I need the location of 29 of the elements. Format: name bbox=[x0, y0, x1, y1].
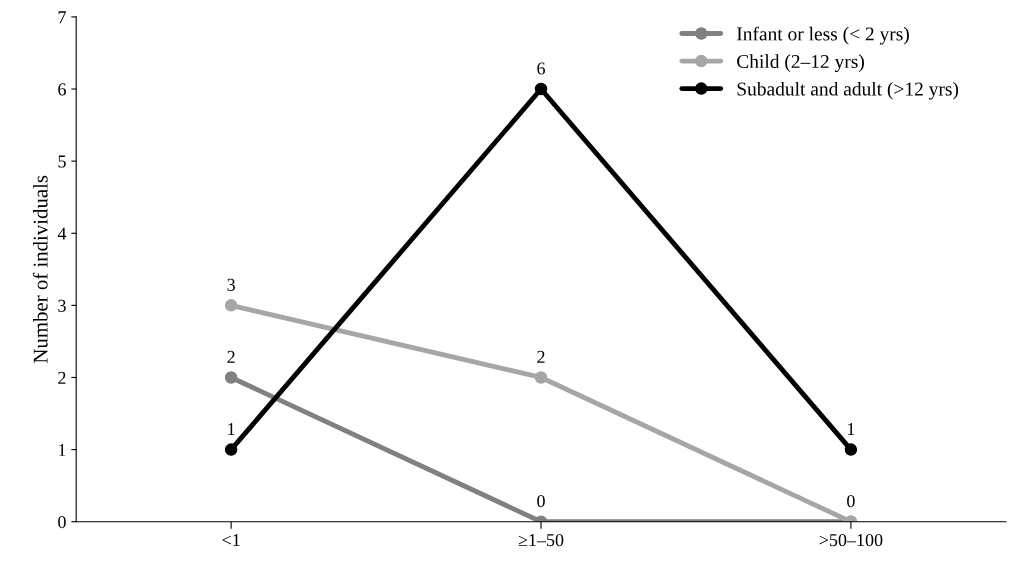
legend-label: Infant or less (< 2 yrs) bbox=[736, 26, 909, 45]
point bbox=[224, 371, 238, 384]
point bbox=[844, 443, 858, 456]
data-label: 6 bbox=[537, 62, 545, 75]
y-tick-label: 6 bbox=[58, 83, 66, 96]
point bbox=[534, 82, 548, 96]
y-axis-title: Number of individuals bbox=[32, 175, 48, 364]
data-label: 0 bbox=[537, 495, 545, 508]
y-tick-label: 0 bbox=[58, 515, 66, 529]
x-tick-label: <1 bbox=[222, 534, 240, 547]
y-tick-label: 3 bbox=[58, 299, 66, 312]
data-label: 0 bbox=[847, 495, 855, 508]
y-tick-label: 7 bbox=[58, 11, 66, 24]
point bbox=[534, 371, 548, 384]
data-label: 1 bbox=[847, 423, 855, 435]
data-label: 3 bbox=[227, 278, 235, 291]
point bbox=[224, 443, 238, 456]
y-tick-label: 4 bbox=[57, 227, 67, 240]
point bbox=[224, 299, 238, 312]
y-tick-label: 5 bbox=[58, 155, 66, 168]
data-label: 2 bbox=[537, 350, 545, 363]
data-label: 1 bbox=[228, 423, 235, 435]
legend-label: Child (2–12 yrs) bbox=[737, 54, 864, 73]
y-tick-label: 2 bbox=[58, 371, 66, 384]
data-label: 2 bbox=[227, 350, 235, 363]
x-tick-label: >50–100 bbox=[819, 534, 883, 547]
x-tick-label: ≥1–50 bbox=[518, 534, 564, 547]
y-tick-label: 1 bbox=[59, 443, 66, 456]
legend-label: Subadult and adult (>12 yrs) bbox=[737, 81, 959, 100]
